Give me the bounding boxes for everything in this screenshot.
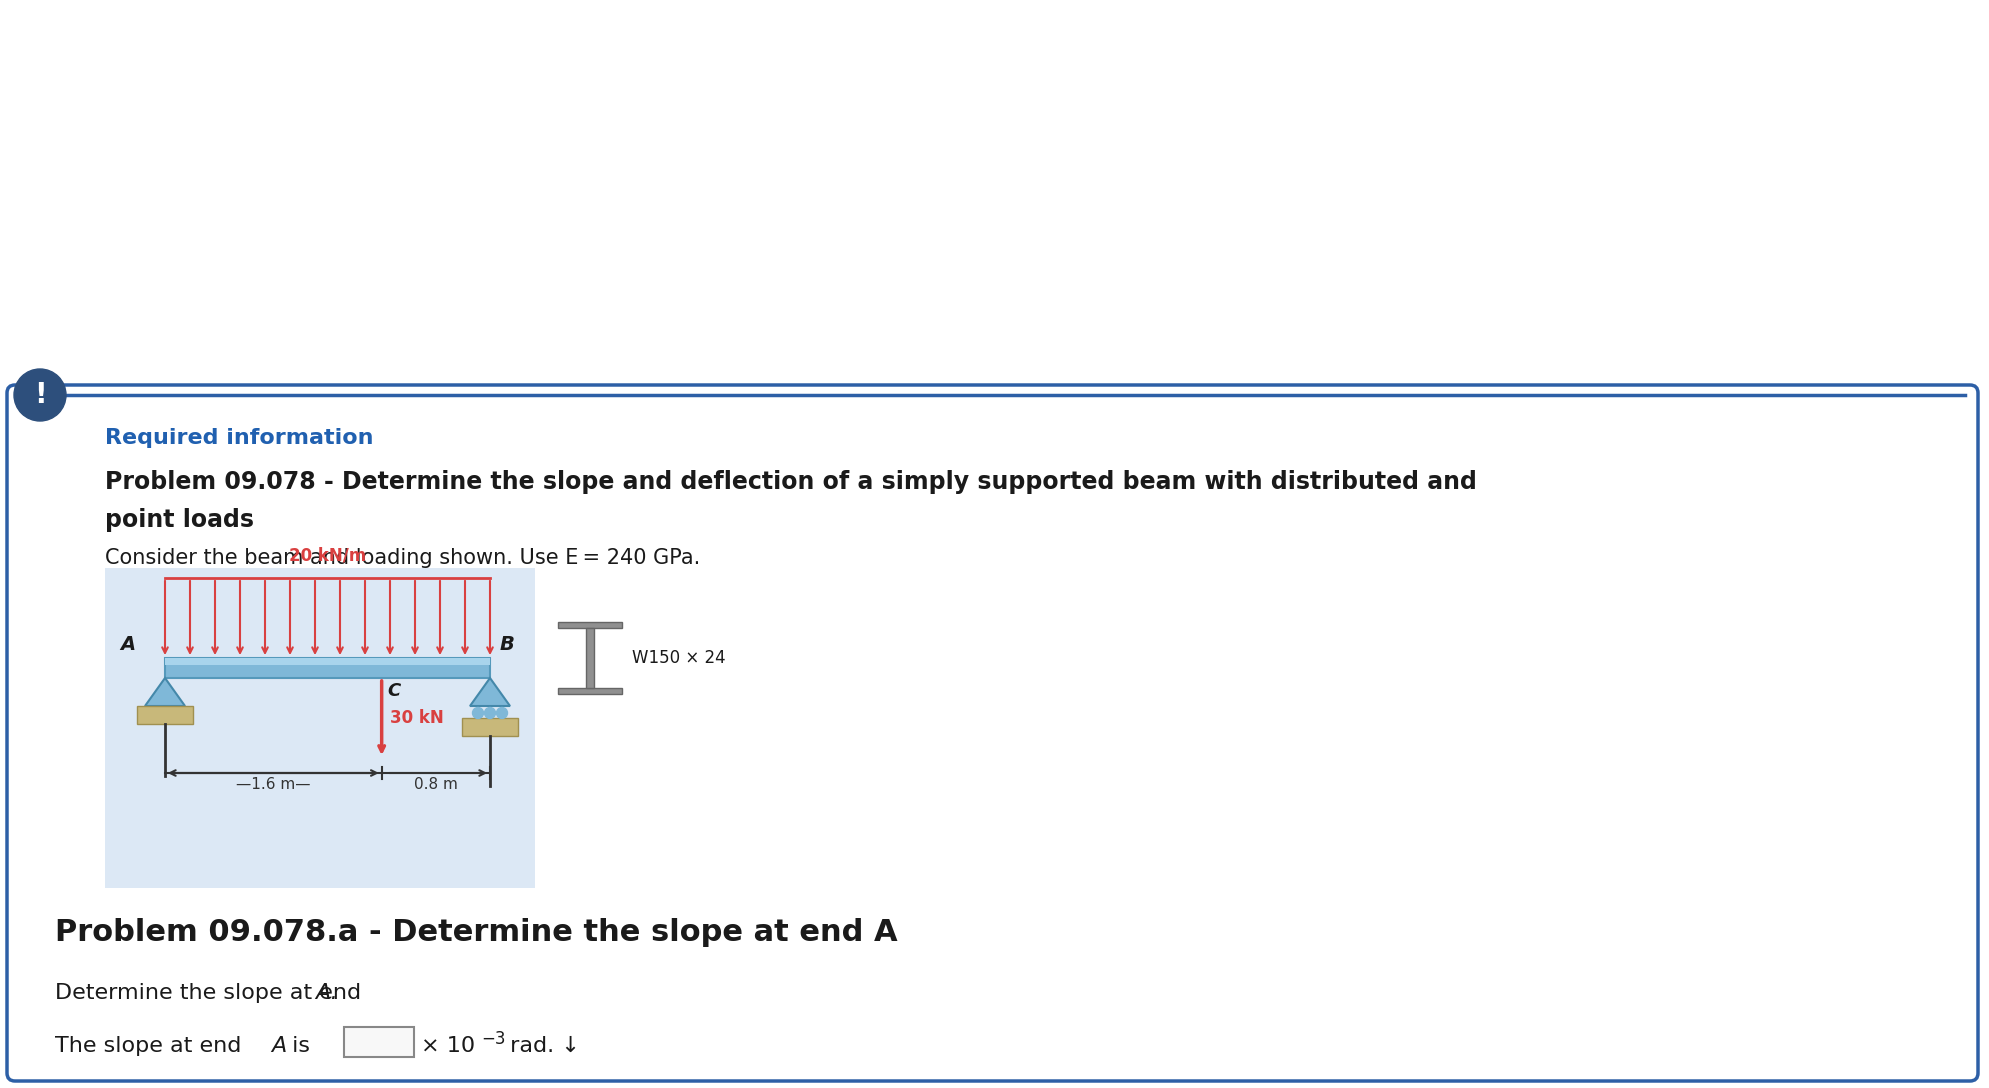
Text: 0.8 m: 0.8 m	[414, 777, 457, 792]
Text: A.: A.	[314, 982, 338, 1003]
Text: Problem 09.078.a - Determine the slope at end A: Problem 09.078.a - Determine the slope a…	[56, 918, 897, 947]
Polygon shape	[585, 628, 593, 688]
FancyBboxPatch shape	[344, 1027, 414, 1058]
Text: The slope at end: The slope at end	[56, 1036, 249, 1056]
Circle shape	[14, 369, 66, 421]
Text: Required information: Required information	[105, 428, 374, 448]
Text: !: !	[34, 381, 46, 409]
Text: A: A	[271, 1036, 286, 1056]
Text: is: is	[284, 1036, 310, 1056]
FancyBboxPatch shape	[105, 568, 535, 888]
Text: point loads: point loads	[105, 508, 255, 532]
Text: Consider the beam and loading shown. Use E = 240 GPa.: Consider the beam and loading shown. Use…	[105, 548, 700, 568]
Polygon shape	[165, 658, 489, 678]
Text: B: B	[499, 635, 515, 654]
Polygon shape	[137, 706, 193, 724]
Polygon shape	[461, 718, 517, 735]
Text: 20 kN/m: 20 kN/m	[288, 547, 366, 565]
Text: −3: −3	[481, 1030, 505, 1048]
Circle shape	[495, 707, 507, 718]
Polygon shape	[469, 678, 509, 706]
Circle shape	[483, 707, 495, 718]
FancyBboxPatch shape	[8, 385, 1977, 1081]
Text: rad. ↓: rad. ↓	[503, 1036, 579, 1056]
Text: 30 kN: 30 kN	[390, 709, 444, 727]
Text: A: A	[119, 635, 135, 654]
Circle shape	[471, 707, 483, 718]
Polygon shape	[165, 658, 489, 665]
Text: W150 × 24: W150 × 24	[633, 650, 726, 667]
Text: Determine the slope at end: Determine the slope at end	[56, 982, 368, 1003]
Text: —1.6 m—: —1.6 m—	[237, 777, 310, 792]
Text: Problem 09.078 - Determine the slope and deflection of a simply supported beam w: Problem 09.078 - Determine the slope and…	[105, 470, 1476, 494]
Polygon shape	[557, 622, 623, 628]
Polygon shape	[145, 678, 185, 706]
Polygon shape	[557, 688, 623, 694]
Text: C: C	[388, 682, 400, 700]
Text: × 10: × 10	[422, 1036, 475, 1056]
